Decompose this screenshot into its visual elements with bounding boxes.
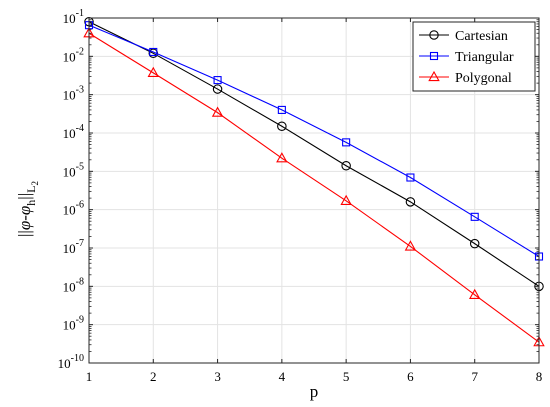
x-tick-label: 6 [407,369,414,384]
legend-label-cartesian: Cartesian [455,29,508,44]
data-point-triangular [342,138,351,147]
series-line-polygonal [88,32,540,343]
y-tick-label: 10-10 [58,353,84,371]
x-tick-label: 1 [86,369,93,384]
y-tick-label: 10-2 [63,46,84,64]
legend-marker-triangular [429,51,439,61]
y-axis-label: ||φ-φh||L2 [15,181,40,237]
x-tick-label: 3 [214,369,221,384]
x-tick-label: 2 [150,369,157,384]
x-tick-label: 5 [343,369,350,384]
data-point-cartesian [469,238,480,249]
data-point-polygonal [468,288,481,299]
y-tick-label: 10-3 [63,85,84,103]
y-tick-label: 10-6 [63,200,84,218]
data-point-polygonal [211,106,224,117]
svg-text:||φ-φh||L2: ||φ-φh||L2 [15,181,40,237]
data-point-polygonal [340,194,352,205]
data-point-polygonal [276,152,288,163]
y-tick-label: 10-4 [63,123,84,141]
legend-marker-polygonal [428,70,440,82]
legend-label-polygonal: Polygonal [455,71,512,86]
x-tick-label: 7 [471,369,478,384]
series-line-triangular [88,24,540,257]
data-point-cartesian [212,84,223,94]
data-point-polygonal [404,240,417,251]
data-point-cartesian [341,160,351,171]
x-axis-label: p [310,382,319,401]
data-point-triangular [470,212,479,221]
series-line-cartesian [88,21,540,287]
data-point-triangular [149,47,158,57]
data-point-triangular [213,76,222,85]
y-tick-label: 10-9 [63,315,84,333]
series-triangular [84,21,544,261]
data-point-triangular [406,173,415,182]
plot-frame [88,17,540,364]
data-point-cartesian [405,197,416,207]
legend-label-triangular: Triangular [455,50,514,65]
data-point-cartesian [277,121,287,131]
data-point-polygonal [147,66,160,78]
y-tick-label: 10-8 [63,276,84,294]
y-tick-label: 10-1 [63,8,84,26]
x-tick-label: 8 [536,369,543,384]
x-tick-label: 4 [279,369,286,384]
ticks: 1 2 3 4 5 6 7 8 10-1 10-2 10-3 10-4 10-5 10-6 10-7 10-8… [58,8,543,384]
legend: Cartesian Triangular Polygonal [412,21,536,92]
legend-marker-cartesian [429,30,439,40]
y-tick-label: 10-5 [63,161,84,179]
y-tick-label: 10-7 [63,238,84,256]
data-point-triangular [277,105,286,114]
